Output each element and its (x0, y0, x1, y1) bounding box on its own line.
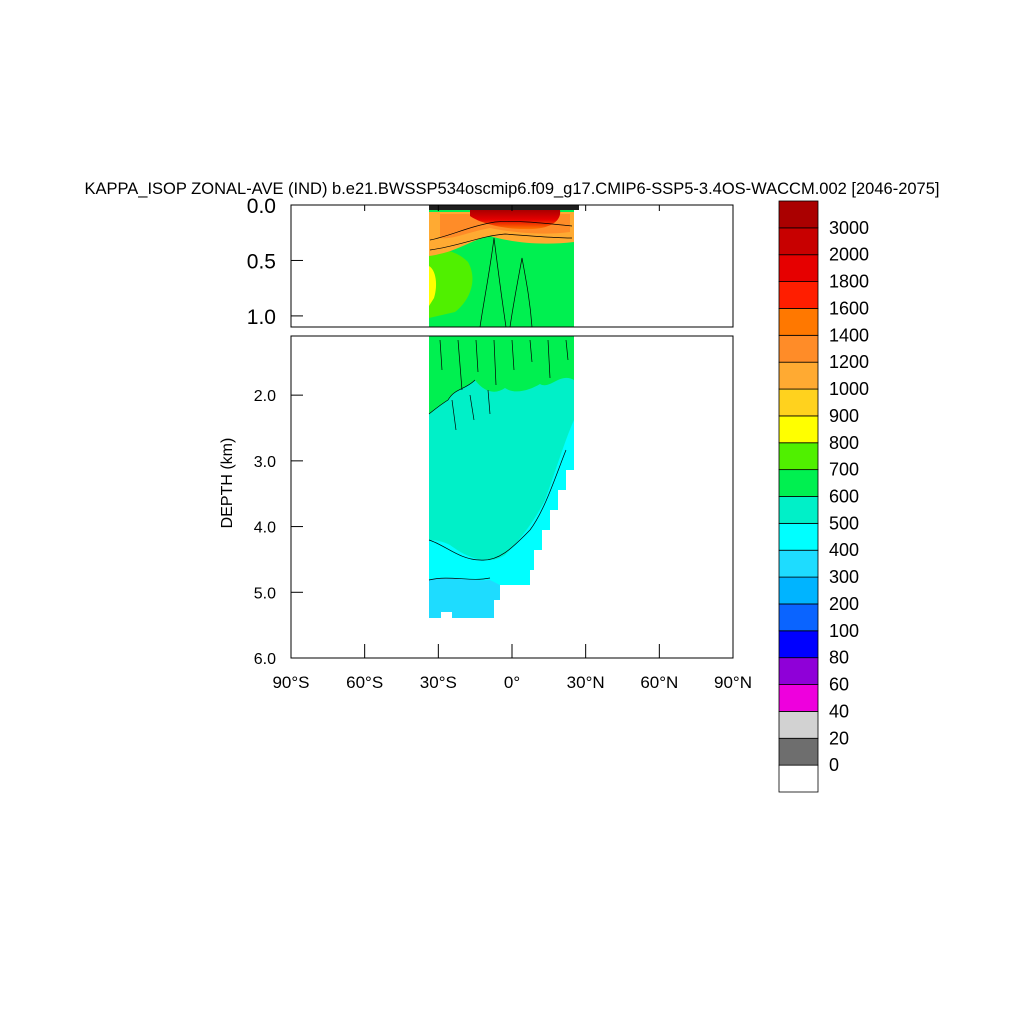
x-tick-label: 30°S (420, 673, 457, 692)
colorbar-label: 80 (829, 648, 849, 668)
x-tick-label: 90°N (714, 673, 752, 692)
y-tick-label: 0.0 (247, 195, 276, 218)
colorbar-swatch (778, 361, 819, 390)
colorbar-label: 1600 (829, 298, 869, 318)
colorbar-label: 900 (829, 406, 859, 426)
colorbar-label: 1200 (829, 352, 869, 372)
colorbar-swatch (778, 764, 819, 793)
colorbar-label: 0 (829, 755, 839, 775)
colorbar-label: 300 (829, 567, 859, 587)
colorbar-swatch (778, 522, 819, 551)
y-tick-label: 1.0 (247, 306, 276, 329)
colorbar: 0 20 40 60 80 100 200 300 400 500 600 700 800 900 1000… (778, 200, 869, 793)
colorbar-swatch (778, 496, 819, 524)
colorbar-label: 600 (829, 487, 859, 507)
colorbar-swatch (778, 254, 819, 282)
colorbar-label: 3000 (829, 218, 869, 238)
y-tick-label: 0.5 (247, 250, 276, 273)
colorbar-swatch (778, 227, 819, 256)
colorbar-swatch (778, 603, 819, 632)
contour-lines-upper (429, 221, 573, 327)
y-tick-label: 2.0 (254, 388, 276, 405)
colorbar-label: 1400 (829, 325, 869, 345)
x-tick-label: 30°N (567, 673, 605, 692)
colorbar-label: 20 (829, 728, 849, 748)
colorbar-label: 1000 (829, 379, 869, 399)
x-tick-label: 60°S (346, 673, 383, 692)
colorbar-swatch (778, 200, 819, 229)
colorbar-swatch (778, 737, 819, 766)
colorbar-label: 1800 (829, 272, 869, 292)
y-axis-label: DEPTH (km) (219, 438, 236, 529)
y-axis-upper: 0.0 0.5 1.0 (247, 195, 303, 329)
field-region-deep-interior (429, 336, 574, 561)
field-region-surface-layer (429, 205, 579, 210)
colorbar-swatch (778, 576, 819, 605)
field-region-upper-southern-max (429, 266, 437, 306)
colorbar-swatch (778, 657, 819, 685)
colorbar-label: 200 (829, 594, 859, 614)
field-region-subsurface-max (470, 210, 561, 230)
x-tick-label: 90°S (272, 673, 309, 692)
field-region-upper-southern-flank (429, 249, 473, 318)
colorbar-label: 100 (829, 621, 859, 641)
field-region-bottom-water (429, 578, 500, 618)
colorbar-swatch (778, 549, 819, 578)
colorbar-swatch (778, 308, 819, 336)
x-axis: 90°S 60°S 30°S 0° 30°N 60°N 90°N (272, 205, 752, 692)
colorbar-swatch (778, 469, 819, 497)
x-tick-label: 60°N (640, 673, 678, 692)
chart-title: KAPPA_ISOP ZONAL-AVE (IND) b.e21.BWSSP53… (84, 180, 939, 198)
colorbar-label: 2000 (829, 245, 869, 265)
colorbar-label: 500 (829, 513, 859, 533)
contour-lines-lower (428, 339, 569, 581)
colorbar-swatch (778, 388, 819, 417)
colorbar-swatch (778, 630, 819, 659)
y-tick-label: 3.0 (254, 454, 276, 471)
x-tick-label: 0° (504, 673, 520, 692)
lower-panel-field (428, 336, 574, 618)
colorbar-swatch (778, 684, 819, 712)
colorbar-label: 60 (829, 675, 849, 695)
y-tick-label: 6.0 (254, 651, 276, 668)
colorbar-swatch (778, 281, 819, 309)
colorbar-label: 40 (829, 701, 849, 721)
upper-panel-field (429, 205, 579, 327)
y-tick-label: 4.0 (254, 520, 276, 537)
colorbar-label: 400 (829, 540, 859, 560)
field-region-mid-depth (429, 336, 574, 414)
y-tick-label: 5.0 (254, 585, 276, 602)
colorbar-swatch (778, 415, 819, 444)
colorbar-label: 700 (829, 460, 859, 480)
colorbar-swatch (778, 711, 819, 739)
y-axis-lower: 2.0 3.0 4.0 5.0 6.0 (254, 388, 303, 668)
colorbar-swatch (778, 334, 819, 363)
colorbar-swatch (778, 442, 819, 471)
colorbar-label: 800 (829, 433, 859, 453)
